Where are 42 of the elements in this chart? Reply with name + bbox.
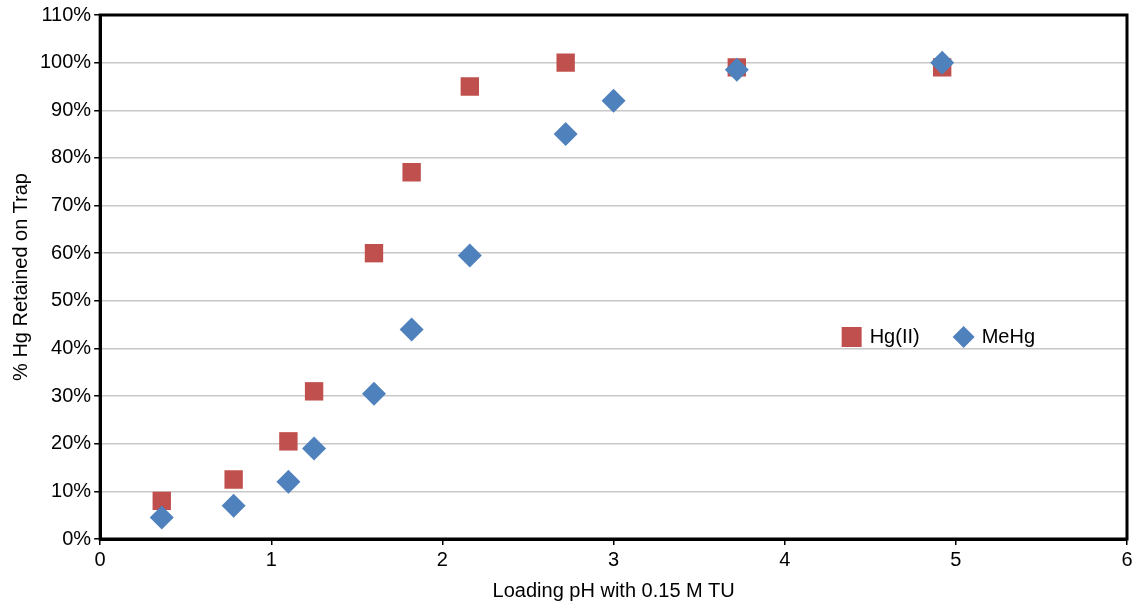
y-tick-label: 70% [51,193,92,216]
y-tick-label: 0% [62,526,92,549]
y-tick-label: 90% [51,97,92,120]
x-tick-label: 4 [779,547,791,570]
point [601,88,626,113]
y-tick-label: 100% [40,50,92,73]
y-tick-label: 50% [51,288,92,311]
point [556,53,575,72]
y-tick-label: 80% [51,145,92,168]
x-tick-label: 1 [265,547,277,570]
point [402,163,421,182]
y-tick-label: 30% [51,383,92,406]
point [457,243,482,268]
x-axis-title: Loading pH with 0.15 M TU [492,578,735,601]
x-tick-label: 0 [94,547,106,570]
x-tick-label: 3 [608,547,620,570]
y-tick-label: 40% [51,335,92,358]
legend-label: Hg(II) [869,324,920,347]
x-tick-label: 2 [436,547,448,570]
legend-label: MeHg [981,324,1036,347]
point [276,469,301,494]
point [460,77,480,96]
point [149,505,174,530]
point [361,381,386,406]
point [930,50,955,75]
point [279,432,298,451]
point [221,493,246,518]
y-tick-label: 20% [51,431,92,454]
point [399,317,424,342]
point [224,470,243,489]
x-tick-label: 5 [950,547,962,570]
point [304,382,324,401]
y-tick-label: 10% [51,478,92,501]
y-axis-title: % Hg Retained on Trap [8,173,31,381]
point [152,491,171,511]
y-tick-label: 60% [51,240,92,263]
y-tick-label: 110% [41,2,92,25]
point [553,122,578,147]
point [364,243,384,263]
point [302,436,327,461]
point [724,57,749,82]
x-tick-label: 6 [1121,547,1133,570]
